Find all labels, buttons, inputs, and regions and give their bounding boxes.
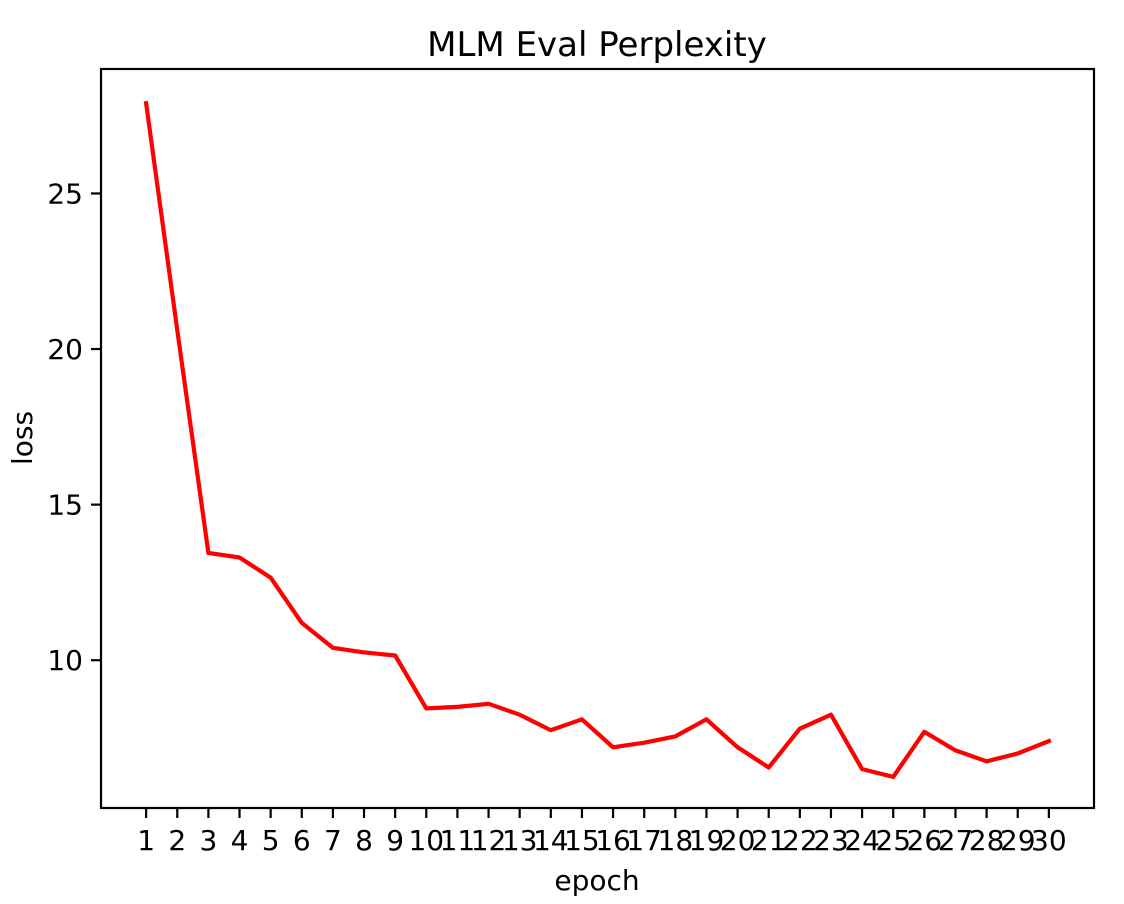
plot-area: [99, 67, 1096, 810]
x-tick-label: 14: [533, 824, 569, 857]
y-tick-label: 20: [47, 333, 83, 366]
x-tick-label: 18: [658, 824, 694, 857]
x-axis-ticks: 1 2 3 4 5 6 7 8 9 1011121314151617181920212223242…: [137, 808, 1067, 857]
x-tick-label: 2: [168, 824, 186, 857]
x-tick-label: 24: [844, 824, 880, 857]
chart-title: MLM Eval Perplexity: [427, 25, 767, 65]
x-tick-label: 15: [564, 824, 600, 857]
x-tick-label: 6: [293, 824, 311, 857]
x-tick-label: 21: [751, 824, 787, 857]
x-tick-label: 3: [199, 824, 217, 857]
x-tick-label: 27: [938, 824, 974, 857]
x-tick-label: 16: [595, 824, 631, 857]
y-tick-label: 25: [47, 177, 83, 210]
y-tick-label: 10: [47, 644, 83, 677]
x-tick-label: 29: [1000, 824, 1036, 857]
x-tick-label: 25: [875, 824, 911, 857]
y-axis-label: loss: [6, 411, 39, 465]
loss-line: [143, 100, 1052, 780]
x-tick-label: 1: [137, 824, 155, 857]
y-tick-label: 15: [47, 489, 83, 522]
x-tick-label: 17: [626, 824, 662, 857]
x-axis-label: epoch: [554, 864, 639, 897]
x-tick-label: 23: [813, 824, 849, 857]
x-tick-label: 11: [440, 824, 476, 857]
x-tick-label: 8: [355, 824, 373, 857]
x-tick-label: 10: [408, 824, 444, 857]
x-tick-label: 7: [324, 824, 342, 857]
x-tick-label: 28: [969, 824, 1005, 857]
x-tick-label: 26: [907, 824, 943, 857]
x-tick-label: 22: [782, 824, 818, 857]
x-tick-label: 12: [471, 824, 507, 857]
x-tick-label: 9: [386, 824, 404, 857]
x-tick-label: 30: [1031, 824, 1067, 857]
x-tick-label: 4: [231, 824, 249, 857]
x-tick-label: 5: [262, 824, 280, 857]
x-tick-label: 20: [720, 824, 756, 857]
y-axis-ticks: 10 15 20 25: [47, 177, 101, 677]
x-tick-label: 13: [502, 824, 538, 857]
x-tick-label: 19: [689, 824, 725, 857]
